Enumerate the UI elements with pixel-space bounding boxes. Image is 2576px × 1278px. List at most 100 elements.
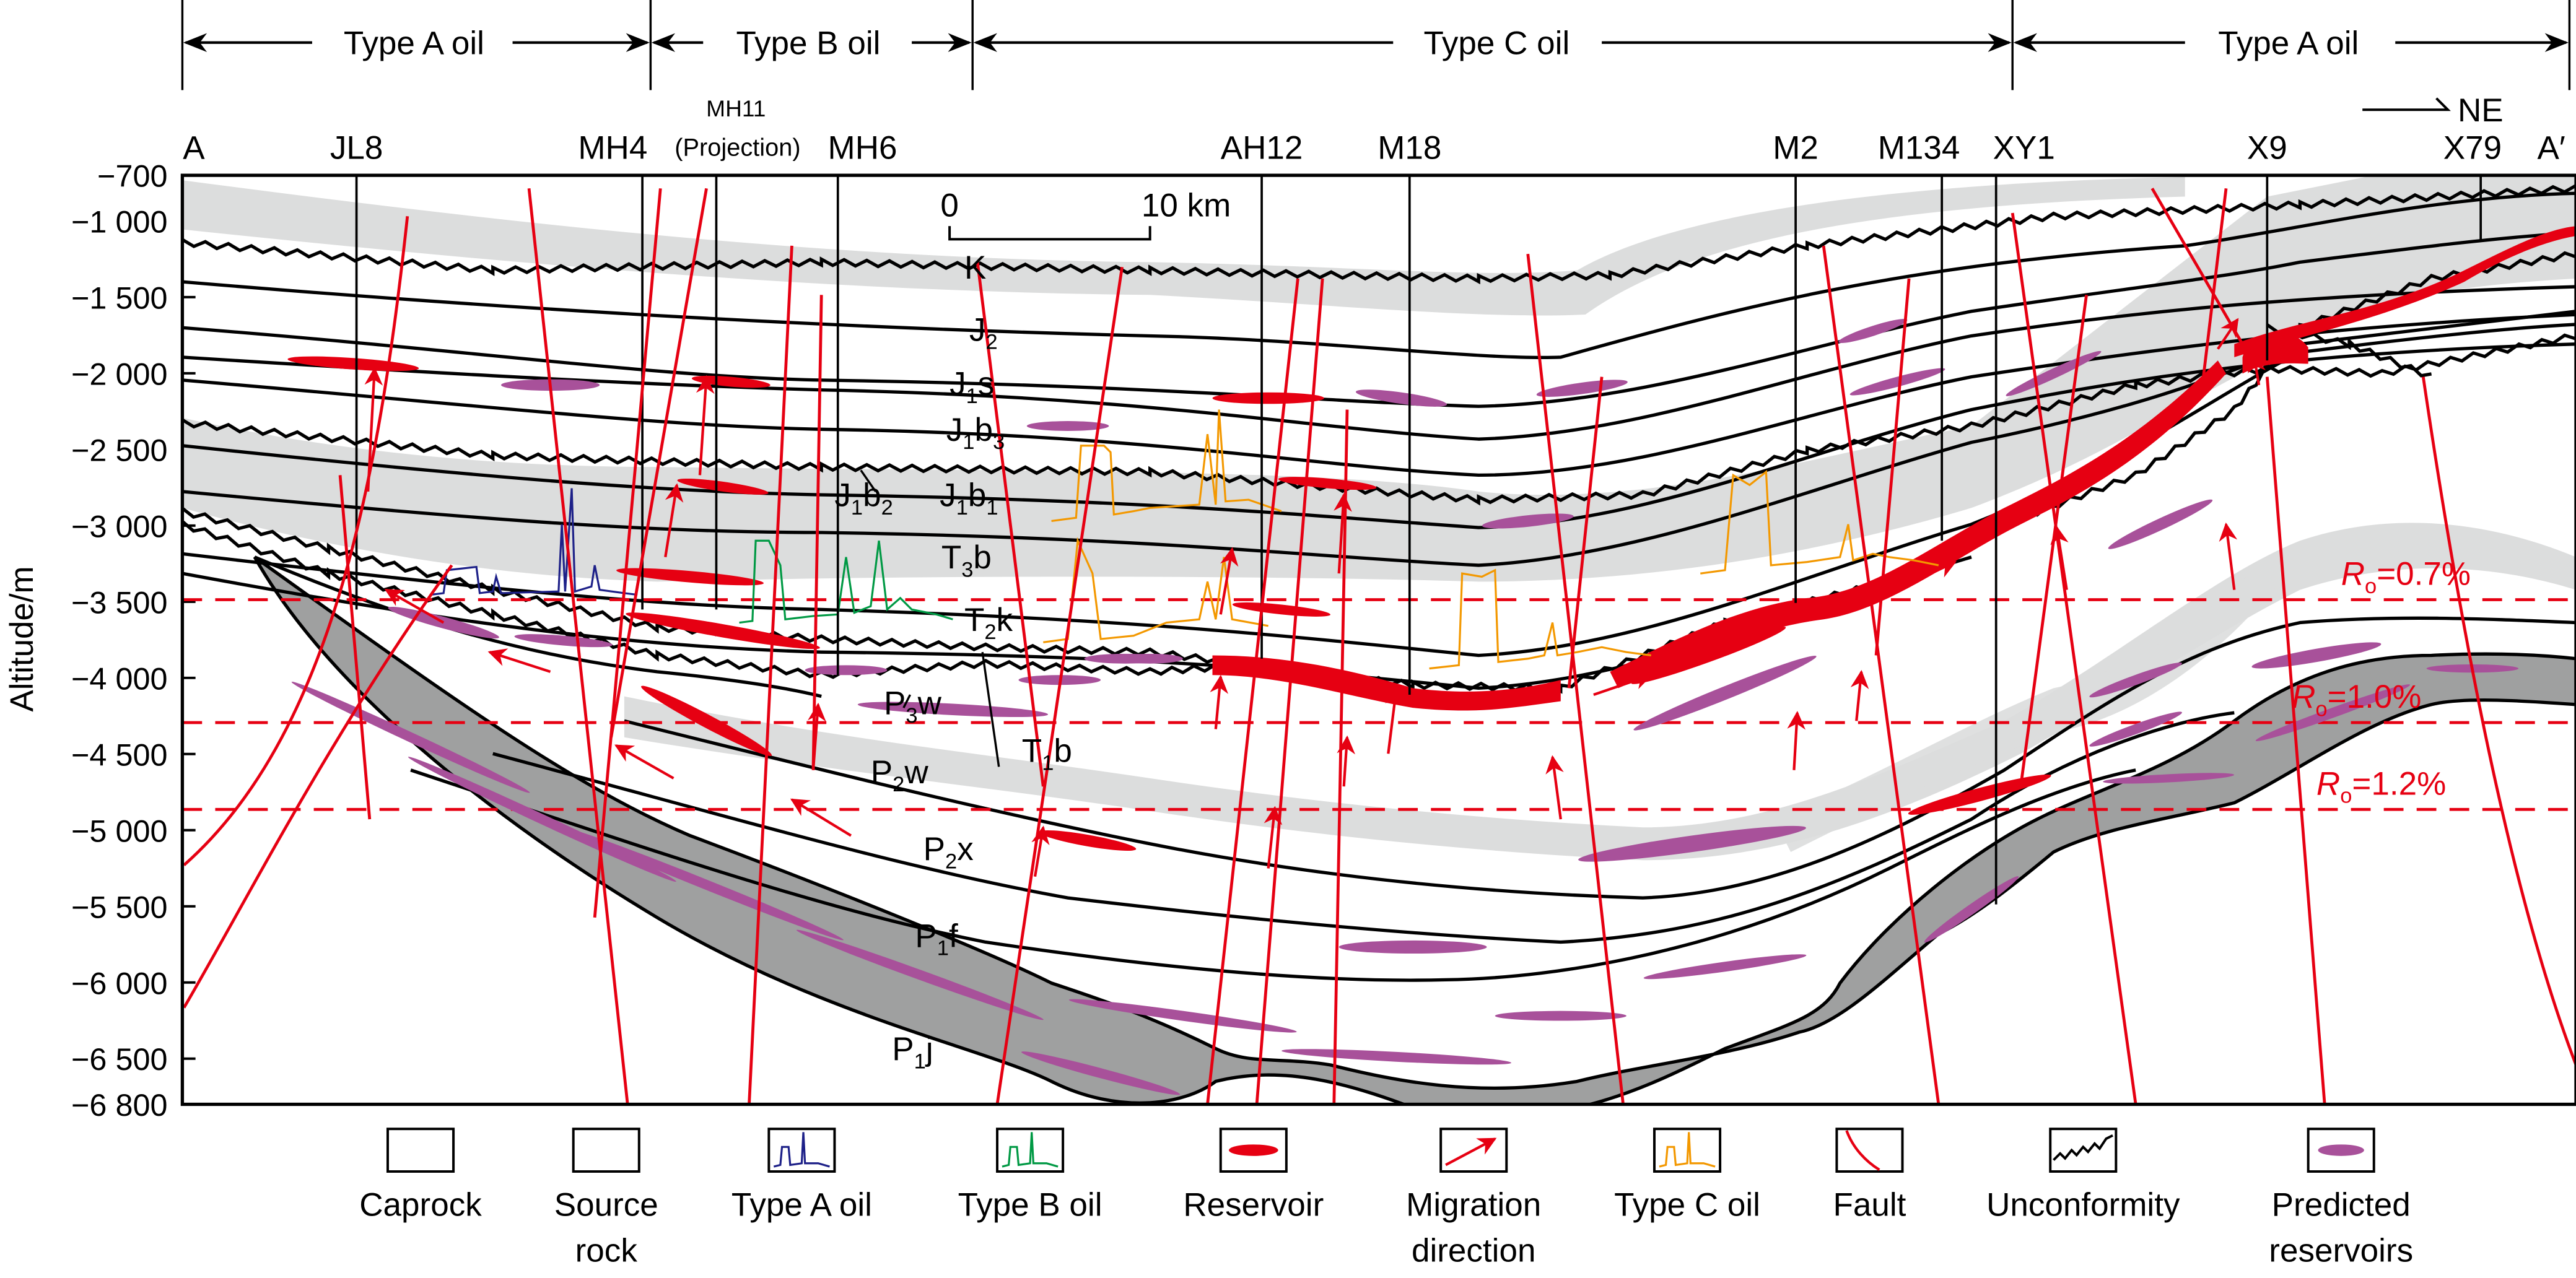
legend-item: Predicted reservoirs — [2269, 1128, 2413, 1269]
well-label: MH4 — [578, 130, 647, 167]
well-label: X9 — [2247, 130, 2287, 167]
y-tick-label: −700 — [97, 159, 168, 194]
fault — [976, 262, 1045, 787]
predicted-reservoir — [1026, 421, 1109, 431]
fault — [1332, 409, 1349, 1105]
predicted-reservoir — [1643, 954, 1807, 980]
fault-icon — [1845, 1130, 1880, 1172]
fault — [1206, 278, 1299, 1105]
fault — [593, 188, 662, 918]
caprock-band — [624, 523, 2576, 861]
migration-arrows — [364, 318, 2266, 877]
reservoir — [1631, 627, 1786, 684]
fault — [2011, 212, 2137, 1105]
predicted-reservoir — [1838, 319, 1908, 344]
predicted-reservoir — [569, 829, 844, 941]
migration-arrow — [1031, 825, 1050, 877]
reservoir — [1908, 774, 2051, 815]
migration-arrow — [696, 375, 715, 476]
fault — [1822, 245, 1941, 1105]
legend-item: Reservoir — [1183, 1128, 1324, 1224]
oil-zone-label: Type A oil — [2218, 25, 2359, 61]
legend-label: Type B oil — [958, 1187, 1102, 1224]
plot-frame — [180, 173, 2576, 1106]
label-leader — [860, 469, 877, 492]
y-tick-label: −4 000 — [71, 661, 168, 696]
migration-arrow — [808, 702, 826, 770]
well-label: MH11 — [706, 95, 766, 121]
well-label: M2 — [1773, 130, 1818, 167]
formation-label: P1f — [915, 918, 958, 960]
formation-label: J1s — [950, 366, 994, 408]
reservoir — [1039, 830, 1137, 851]
legend-item: Unconformity — [1986, 1128, 2180, 1224]
migration-arrow — [1210, 674, 1229, 729]
reservoir — [1232, 602, 1331, 617]
unconformity-icon — [2053, 1134, 2113, 1161]
maturity-labels: Ro=0.7% Ro=1.0% Ro=1.2% — [2292, 556, 2471, 808]
migration-arrow — [384, 588, 445, 624]
ro-label: Ro=1.0% — [2292, 679, 2421, 721]
well-label: JL8 — [330, 130, 383, 167]
legend-label: Type A oil — [731, 1187, 872, 1224]
y-tick-label: −1 500 — [71, 280, 168, 315]
horizon — [182, 191, 2576, 360]
well-label: A — [183, 130, 205, 167]
legend-label: Caprock — [359, 1187, 482, 1224]
legend-item: Caprock — [359, 1128, 482, 1224]
legend-label: Fault — [1833, 1187, 1906, 1224]
well-label: (Projection) — [675, 134, 800, 161]
predicted-reservoir — [514, 634, 613, 648]
reservoir — [641, 685, 772, 756]
formation-label: J1b3 — [946, 412, 1005, 454]
formation-label: J1b2 — [834, 477, 893, 519]
well-labels: A JL8 MH4 MH11 (Projection) MH6 AH12 M18… — [183, 95, 2565, 167]
legend-label: reservoirs — [2269, 1233, 2413, 1269]
y-axis-label: Altitude/m — [4, 566, 40, 711]
source-rock — [253, 555, 2576, 1105]
migration-arrow — [790, 798, 852, 837]
y-tick-label: −6 000 — [71, 965, 168, 1001]
fault — [2421, 376, 2576, 1066]
predicted-reservoir — [2103, 773, 2235, 784]
horizon — [624, 616, 2576, 900]
predicted-reservoir — [2251, 642, 2382, 669]
fault — [183, 564, 453, 1009]
legend-label: Reservoir — [1183, 1187, 1324, 1224]
reservoirs — [287, 226, 2576, 851]
reservoir — [287, 356, 419, 372]
legend-label: Source — [554, 1187, 658, 1224]
migration-arrow — [664, 483, 684, 558]
horizon — [410, 768, 2136, 982]
horizon — [182, 231, 2576, 408]
well-label: X79 — [2443, 130, 2502, 167]
type-a-oil-icon — [773, 1132, 830, 1168]
legend-label: Unconformity — [1986, 1187, 2180, 1224]
predicted-reservoir — [1536, 380, 1628, 397]
y-tick-label: −2 500 — [71, 432, 168, 467]
well-label: A′ — [2538, 130, 2565, 167]
type-b-oil-icon — [1002, 1132, 1059, 1168]
y-tick-label: −3 500 — [71, 585, 168, 620]
unconformity — [182, 520, 1249, 679]
y-tick-label: −5 000 — [71, 813, 168, 848]
predicted-reservoir — [1355, 389, 1447, 407]
fault — [527, 188, 629, 1105]
migration-arrow — [1545, 755, 1564, 820]
legend-swatch — [1835, 1128, 1904, 1173]
legend-label: Type C oil — [1614, 1187, 1760, 1224]
predicted-reservoirs — [291, 319, 2519, 1095]
predicted-reservoir — [1117, 653, 1183, 664]
migration-arrow — [614, 744, 675, 780]
legend-item: Type A oil — [731, 1128, 872, 1224]
legend-item: Type C oil — [1614, 1128, 1760, 1224]
migration-arrow — [364, 367, 383, 492]
reservoir — [2234, 226, 2576, 357]
fault — [1567, 376, 1604, 689]
reservoir-icon — [1229, 1144, 1278, 1156]
predicted-reservoir — [1281, 1049, 1511, 1065]
migration-arrow — [2217, 318, 2239, 350]
fault — [748, 245, 793, 1105]
